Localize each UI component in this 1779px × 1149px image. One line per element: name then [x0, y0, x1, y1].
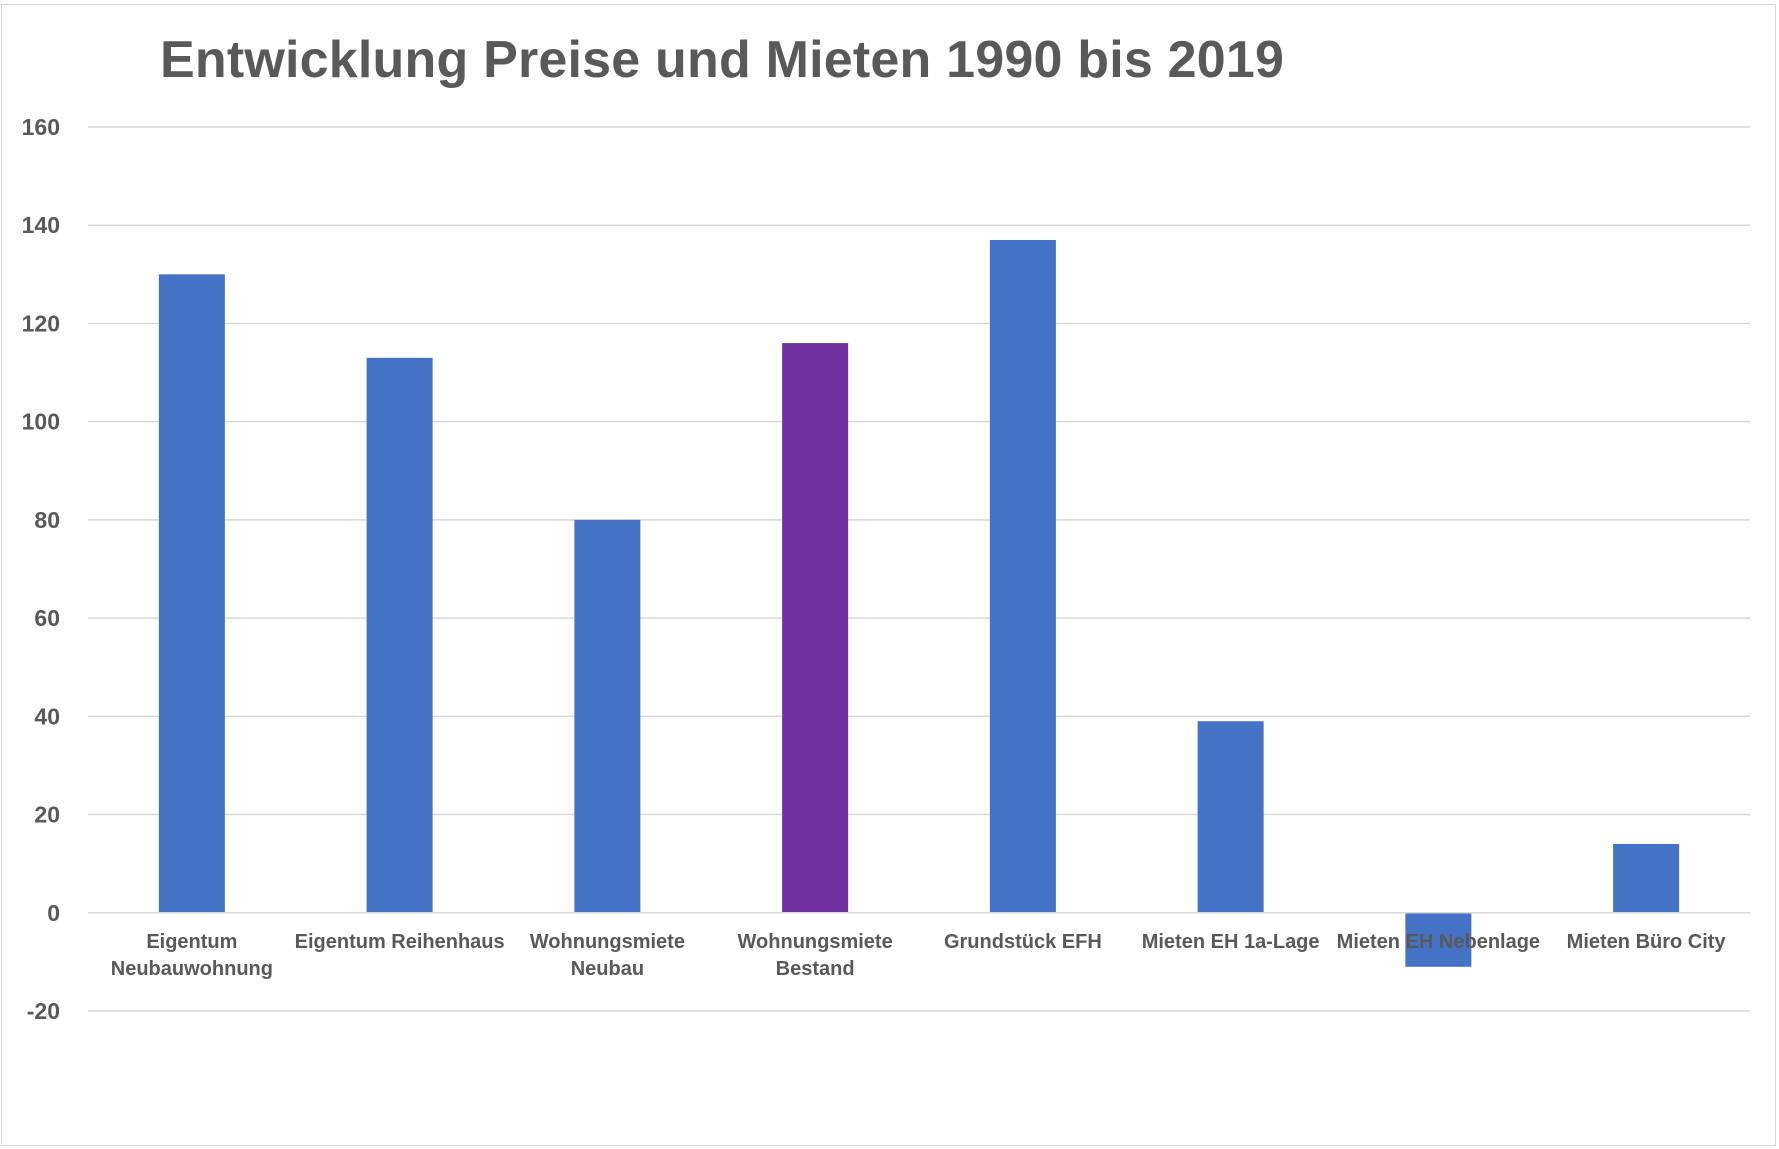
y-tick-label: 120: [22, 310, 60, 336]
bar: [366, 357, 433, 913]
category-label: Mieten EH Nebenlage: [1337, 931, 1540, 953]
y-tick-label: 20: [34, 802, 60, 828]
y-tick-label: 60: [34, 605, 60, 631]
category-label: Neubau: [571, 958, 644, 980]
chart-title: Entwicklung Preise und Mieten 1990 bis 2…: [160, 31, 1285, 89]
bar: [782, 343, 849, 913]
y-tick-label: 80: [34, 507, 60, 533]
bar: [574, 519, 641, 913]
bar: [1613, 844, 1680, 913]
category-label: Mieten Büro City: [1567, 931, 1727, 953]
category-label: Wohnungsmiete: [530, 931, 685, 953]
category-label: Mieten EH 1a-Lage: [1142, 931, 1320, 953]
category-label: Neubauwohnung: [111, 958, 273, 980]
category-label: Wohnungsmiete: [738, 931, 893, 953]
category-label: Grundstück EFH: [944, 931, 1102, 953]
y-tick-label: 100: [22, 409, 60, 435]
y-tick-label: 160: [22, 114, 60, 140]
chart-area: [1, 4, 1776, 1146]
y-axis-tick-labels: -20 0 20 40 60 80 100 120 140 160: [22, 114, 60, 1024]
gridlines: [88, 126, 1750, 1012]
category-label: Eigentum: [146, 931, 237, 953]
y-tick-label: -20: [27, 998, 60, 1024]
y-tick-label: 140: [22, 212, 60, 238]
x-axis-category-labels: Eigentum Neubauwohnung Eigentum Reihenhaus…: [111, 931, 1727, 980]
y-tick-label: 0: [47, 900, 60, 926]
bars: [158, 239, 1680, 967]
bar: [1405, 912, 1472, 967]
y-tick-label: 40: [34, 703, 60, 729]
bar: [1197, 721, 1264, 913]
bar: [989, 239, 1056, 913]
bar: [158, 274, 225, 913]
category-label: Eigentum Reihenhaus: [295, 931, 505, 953]
category-label: Bestand: [776, 958, 855, 980]
